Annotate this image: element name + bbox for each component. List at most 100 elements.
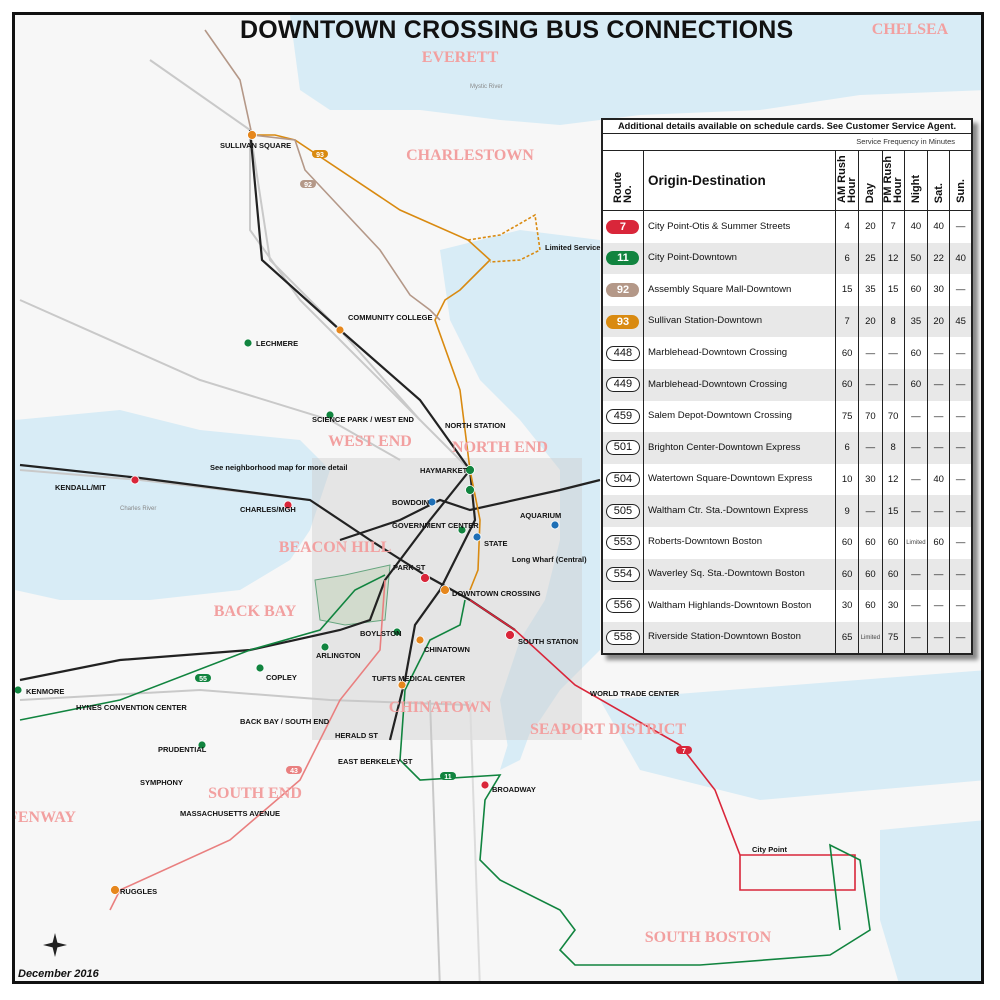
freq-pm: 8 [881, 305, 905, 338]
route-55-line [19, 574, 386, 721]
freq-sat: 40 [926, 210, 950, 243]
freq-sun: — [949, 337, 971, 369]
freq-sat: 60 [926, 526, 950, 559]
header-day: Day [858, 151, 883, 211]
freq-day: — [858, 337, 883, 369]
origin-destination: Brighton Center-Downtown Express [642, 432, 836, 464]
route-badge-93: 93 [316, 152, 324, 159]
limited-service-label: Limited Service [545, 243, 600, 252]
route-badge: 504 [605, 472, 640, 488]
route-badge: 505 [605, 503, 640, 519]
freq-day: — [858, 368, 883, 401]
table-row: 558 Riverside Station-Downtown Boston 65 Li… [603, 621, 971, 654]
hood-back-bay: BACK BAY [214, 603, 297, 620]
freq-night: 60 [903, 368, 928, 401]
freq-night: 40 [903, 210, 928, 243]
freq-sun: — [949, 463, 971, 496]
station-government-center: GOVERNMENT CENTER [392, 521, 479, 530]
bus-map: 93 92 7 11 55 43 EVERETT CHELSEA CHARLES… [15, 15, 981, 981]
freq-am: 60 [835, 368, 859, 401]
freq-am: 6 [835, 242, 859, 275]
freq-day: 60 [858, 590, 883, 622]
origin-destination: City Point-Downtown [642, 242, 836, 275]
freq-am: 60 [835, 526, 859, 559]
freq-night: — [903, 590, 928, 622]
table-row: 553 Roberts-Downtown Boston 60 60 60 Limited 6… [603, 526, 971, 559]
header-origin: Origin-Destination [642, 151, 836, 211]
station-science-park: SCIENCE PARK / WEST END [312, 415, 415, 424]
freq-night: — [903, 558, 928, 591]
freq-am: 4 [835, 210, 859, 243]
station-lechmere: LECHMERE [256, 339, 298, 348]
freq-am: 60 [835, 558, 859, 591]
freq-day: 20 [858, 305, 883, 338]
station-ruggles: RUGGLES [120, 887, 157, 896]
water-label-charles: Charles River [120, 506, 156, 512]
route-93-line [252, 134, 492, 591]
freq-pm: 30 [881, 590, 905, 622]
station-boylston: BOYLSTON [360, 629, 402, 638]
route-badge: 7 [606, 219, 640, 234]
origin-destination: Riverside Station-Downtown Boston [642, 621, 836, 654]
blue-line [339, 478, 601, 542]
route-badge: 553 [605, 535, 640, 551]
freq-sun: — [949, 210, 971, 243]
route-cell: 448 [603, 337, 643, 369]
freq-pm: — [881, 337, 905, 369]
freq-sat: 20 [926, 305, 950, 338]
freq-night: — [903, 400, 928, 433]
route-badge: 501 [605, 440, 640, 456]
station-copley: COPLEY [266, 673, 297, 682]
hood-north-end: NORTH END [452, 439, 548, 456]
water-label-mystic: Mystic River [470, 84, 503, 90]
freq-pm: 70 [881, 400, 905, 433]
station-east-berkeley: EAST BERKELEY ST [338, 757, 413, 766]
origin-destination: Sullivan Station-Downtown [642, 305, 836, 338]
compass-icon [43, 933, 67, 957]
table-row: 556 Waltham Highlands-Downtown Boston 30 60… [603, 590, 971, 622]
origin-destination: Salem Depot-Downtown Crossing [642, 400, 836, 433]
station-kenmore: KENMORE [26, 687, 64, 696]
route-cell: 459 [603, 401, 643, 433]
station-chinatown: CHINATOWN [424, 645, 470, 654]
hood-south-boston: SOUTH BOSTON [645, 929, 772, 946]
freq-day: — [858, 432, 883, 464]
route-cell: 501 [603, 432, 644, 464]
hood-fenway: FENWAY [15, 809, 76, 826]
freq-am: 6 [835, 432, 859, 464]
station-north-station: NORTH STATION [445, 421, 506, 430]
schedule-table: Additional details available on schedule… [601, 118, 973, 656]
station-sullivan-square: SULLIVAN SQUARE [220, 141, 291, 150]
freq-am: 60 [835, 337, 859, 369]
freq-pm: 60 [881, 526, 905, 559]
station-hynes: HYNES CONVENTION CENTER [76, 703, 187, 712]
station-symphony: SYMPHONY [140, 778, 183, 787]
orange-line [248, 129, 477, 741]
schedule-grid: Route No. Origin-Destination AM Rush Hou… [603, 151, 971, 654]
freq-am: 65 [835, 621, 859, 654]
freq-day: 30 [858, 463, 883, 496]
header-am: AM Rush Hour [835, 151, 859, 211]
frequency-caption: Service Frequency in Minutes [603, 134, 971, 151]
hood-beacon-hill: BEACON HILL [279, 539, 391, 556]
station-world-trade-center: WORLD TRADE CENTER [590, 689, 680, 698]
fort-point-channel [500, 640, 560, 770]
station-community-college: COMMUNITY COLLEGE [348, 313, 432, 322]
freq-pm: — [881, 368, 905, 401]
schedule-note: Additional details available on schedule… [603, 120, 971, 134]
green-line [19, 469, 471, 682]
station-mass-ave: MASSACHUSETTS AVENUE [180, 809, 280, 818]
water [15, 15, 981, 981]
station-markers [15, 130, 560, 895]
table-row: 93 Sullivan Station-Downtown 7 20 8 35 20 45 [603, 305, 971, 338]
route-badge: 92 [606, 282, 640, 297]
origin-destination: Waltham Ctr. Sta.-Downtown Express [642, 495, 836, 527]
inner-harbor [440, 230, 600, 760]
freq-am: 10 [835, 463, 859, 496]
freq-sat: — [926, 558, 950, 591]
table-row: 554 Waverley Sq. Sta.-Downtown Boston 60 60… [603, 558, 971, 591]
route-cell: 558 [603, 621, 644, 654]
hood-charlestown: CHARLESTOWN [406, 147, 534, 164]
freq-sat: — [926, 400, 950, 433]
station-bowdoin: BOWDOIN [392, 498, 429, 507]
